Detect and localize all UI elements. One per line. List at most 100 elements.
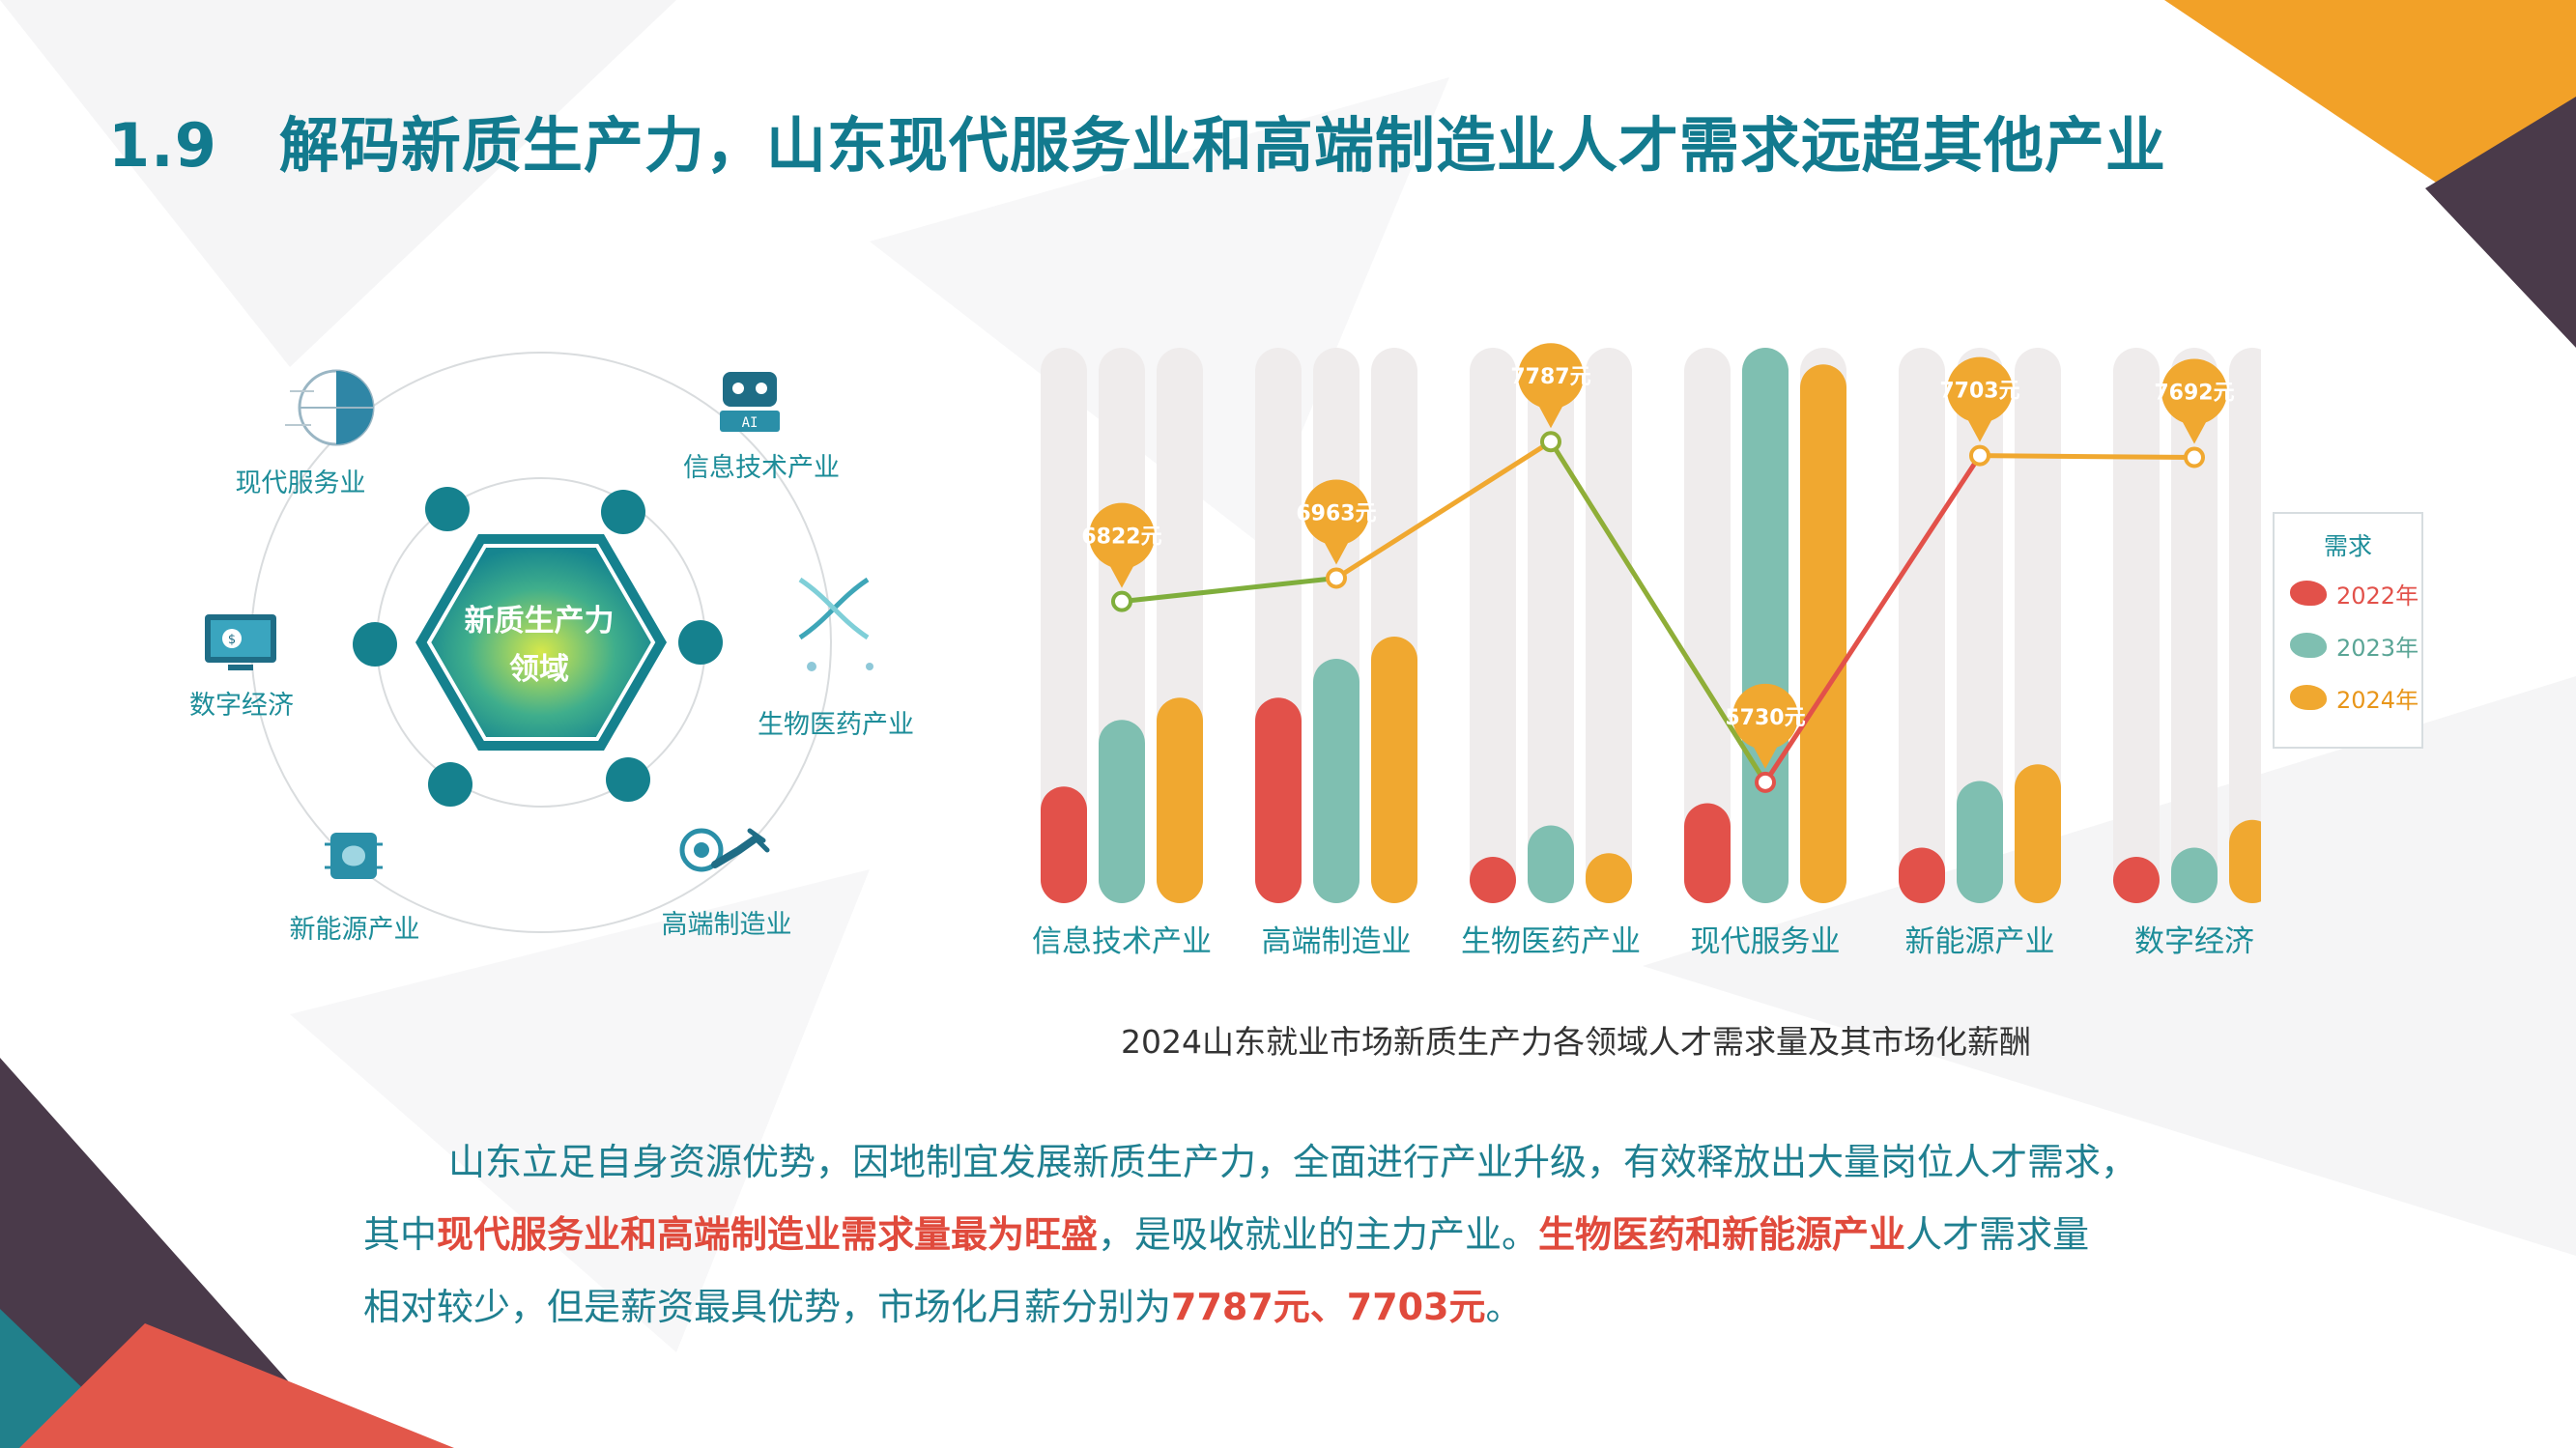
x-tick-label: 数字经济 — [2134, 924, 2254, 959]
bar-2024年 — [1586, 853, 1632, 903]
bar-track — [1899, 348, 1945, 903]
industry-demand-chart: 信息技术产业 高端制造业 生物医药产业 现代服务业 新能源产业 数字经济 6822元 6963… — [1032, 343, 2261, 959]
salary-pin-tail — [1323, 539, 1350, 565]
salary-line-segment — [1334, 440, 1553, 581]
bar-2024年 — [1157, 697, 1203, 903]
x-tick-label: 高端制造业 — [1262, 924, 1412, 959]
salary-point — [1111, 590, 1132, 612]
salary-pin — [2161, 358, 2227, 425]
bar-2023年 — [2171, 847, 2218, 903]
salary-pin — [1947, 356, 2013, 423]
salary-pin-tail — [1752, 743, 1779, 769]
summary-line-2: 其中现代服务业和高端制造业需求量最为旺盛，是吸收就业的主力产业。生物医药和新能源… — [363, 1199, 2315, 1271]
text-span: 人才需求量 — [1905, 1213, 2090, 1256]
bar-track — [2171, 348, 2218, 903]
salary-label: 7787元 — [1510, 365, 1590, 389]
salary-pin-tail — [2181, 418, 2208, 444]
salary-point — [1540, 431, 1561, 453]
hub-center-label: 新质生产力 领域 — [443, 597, 636, 694]
salary-pin — [1518, 343, 1584, 410]
bar-2024年 — [1371, 637, 1417, 903]
hub-label-it-industry: 信息技术产业 — [683, 453, 840, 483]
bar-track — [1586, 348, 1632, 903]
bar-2022年 — [1041, 786, 1087, 903]
salary-line-segment — [1548, 440, 1768, 784]
legend-swatch — [2290, 685, 2327, 710]
salary-point — [1326, 567, 1347, 589]
dna-icon — [798, 577, 873, 671]
chart-caption: 2024山东就业市场新质生产力各领域人才需求量及其市场化薪酬 — [1121, 1023, 2031, 1061]
salary-label: 6963元 — [1296, 501, 1376, 525]
bar-2023年 — [1957, 781, 2003, 903]
salary-pin-tail — [1108, 562, 1135, 588]
hub-node — [601, 490, 645, 534]
hub-node — [425, 487, 470, 531]
hub-node — [428, 762, 472, 807]
text-span: 。 — [1485, 1286, 1523, 1328]
salary-label: 7703元 — [1939, 380, 2019, 404]
svg-text:AI: AI — [742, 415, 758, 431]
legend-item-2024: 2024年 — [2290, 678, 2419, 717]
hub-center-line-2: 领域 — [509, 652, 569, 687]
legend-label: 2023年 — [2336, 634, 2419, 662]
bar-track — [1957, 348, 2003, 903]
bar-2023年 — [1313, 659, 1360, 903]
legend-item-2023: 2023年 — [2290, 626, 2419, 665]
bar-2024年 — [1800, 364, 1846, 903]
bar-2023年 — [1099, 720, 1145, 903]
hub-label-modern-service: 现代服务业 — [235, 468, 366, 498]
bar-2024年 — [2015, 764, 2061, 903]
globe-network-icon — [285, 369, 375, 446]
bar-track — [2113, 348, 2160, 903]
legend-label: 2024年 — [2336, 686, 2419, 714]
salary-pin-tail — [1966, 416, 1993, 442]
bar-track — [1470, 348, 1516, 903]
hub-center-line-1: 新质生产力 — [464, 604, 615, 639]
salary-label: 5730元 — [1725, 706, 1805, 730]
highlight-text: 生物医药和新能源产业 — [1538, 1213, 1906, 1256]
salary-label: 6822元 — [1081, 525, 1161, 550]
highlight-text: 7787元、7703元 — [1171, 1286, 1486, 1328]
x-tick-label: 现代服务业 — [1691, 924, 1841, 959]
bar-2022年 — [2113, 857, 2160, 903]
text-span: ，是吸收就业的主力产业。 — [1098, 1213, 1539, 1256]
hub-label-digital-economy: 数字经济 — [189, 691, 294, 721]
bar-track — [1041, 348, 1087, 903]
industry-hub-diagram: AI $ — [205, 352, 873, 933]
legend-item-2022: 2022年 — [2290, 574, 2419, 612]
bar-2022年 — [1255, 697, 1302, 903]
salary-point — [1755, 771, 1776, 793]
bar-track — [2229, 348, 2261, 903]
highlight-text: 现代服务业和高端制造业需求量最为旺盛 — [437, 1213, 1099, 1256]
salary-pin — [1732, 683, 1798, 750]
hub-label-biomedicine: 生物医药产业 — [758, 710, 914, 740]
monitor-currency-icon: $ — [205, 614, 276, 670]
bar-2022年 — [1470, 857, 1516, 903]
corner-red-shape — [19, 1323, 454, 1448]
section-number: 1.9 — [108, 110, 217, 181]
salary-label: 7692元 — [2154, 382, 2234, 406]
salary-pin-tail — [1537, 403, 1564, 429]
salary-point — [2184, 446, 2205, 468]
bar-2023年 — [1528, 825, 1574, 903]
text-span: 其中 — [363, 1213, 438, 1256]
hub-label-high-end-manufacturing: 高端制造业 — [661, 910, 792, 940]
bar-2023年 — [1742, 348, 1789, 903]
legend-swatch — [2290, 633, 2327, 658]
summary-paragraph: 山东立足自身资源优势，因地制宜发展新质生产力，全面进行产业升级，有效释放出大量岗… — [363, 1126, 2315, 1344]
chart-legend: 需求 2022年 2023年 2024年 — [2273, 512, 2423, 749]
x-tick-label: 生物医药产业 — [1461, 924, 1641, 959]
salary-line-segment — [1121, 576, 1337, 605]
robot-icon: AI — [720, 372, 780, 432]
legend-title: 需求 — [2323, 532, 2372, 560]
salary-pin — [1303, 479, 1369, 546]
bar-2022年 — [1899, 847, 1945, 903]
salary-pin — [1089, 502, 1155, 569]
center-hexagon — [426, 544, 656, 741]
bar-2022年 — [1684, 803, 1731, 903]
chip-brain-icon — [325, 833, 383, 879]
x-tick-label: 信息技术产业 — [1032, 924, 1212, 959]
salary-line-segment — [1762, 454, 1983, 784]
svg-text:$: $ — [228, 633, 236, 647]
